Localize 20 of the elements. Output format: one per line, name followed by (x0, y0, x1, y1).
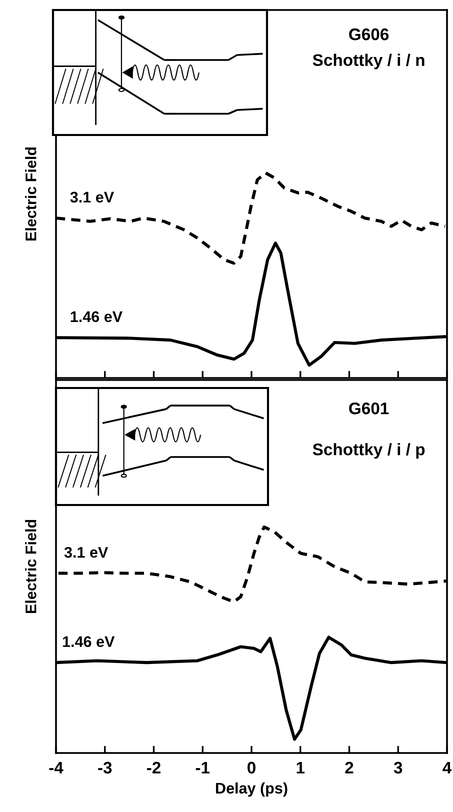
x-tick-label: -4 (49, 762, 64, 774)
series-label: 3.1 eV (70, 192, 114, 203)
x-tick-label: 2 (345, 762, 354, 774)
x-axis-title: Delay (ps) (216, 782, 288, 797)
text: Schottky / i / n (312, 54, 424, 70)
text: G606 (349, 28, 389, 40)
y-axis-title: Electric Field (25, 147, 36, 241)
x-tick-label: 3 (394, 762, 402, 774)
y-axis-title: Electric Field (25, 520, 36, 614)
series-label: 3.1 eV (64, 546, 108, 558)
series-label: 1.46 eV (63, 636, 115, 648)
x-tick-label: -2 (146, 762, 160, 774)
series-label: 1.46 eV (70, 311, 122, 322)
x-tick-label: 4 (442, 762, 452, 774)
text: G601 (349, 402, 389, 414)
x-tick-label: -3 (98, 762, 112, 774)
text: Schottky / i / p (312, 443, 425, 459)
x-tick-label: 1 (296, 762, 305, 774)
x-tick-label: -1 (196, 762, 210, 774)
x-tick-label: 0 (248, 762, 256, 774)
